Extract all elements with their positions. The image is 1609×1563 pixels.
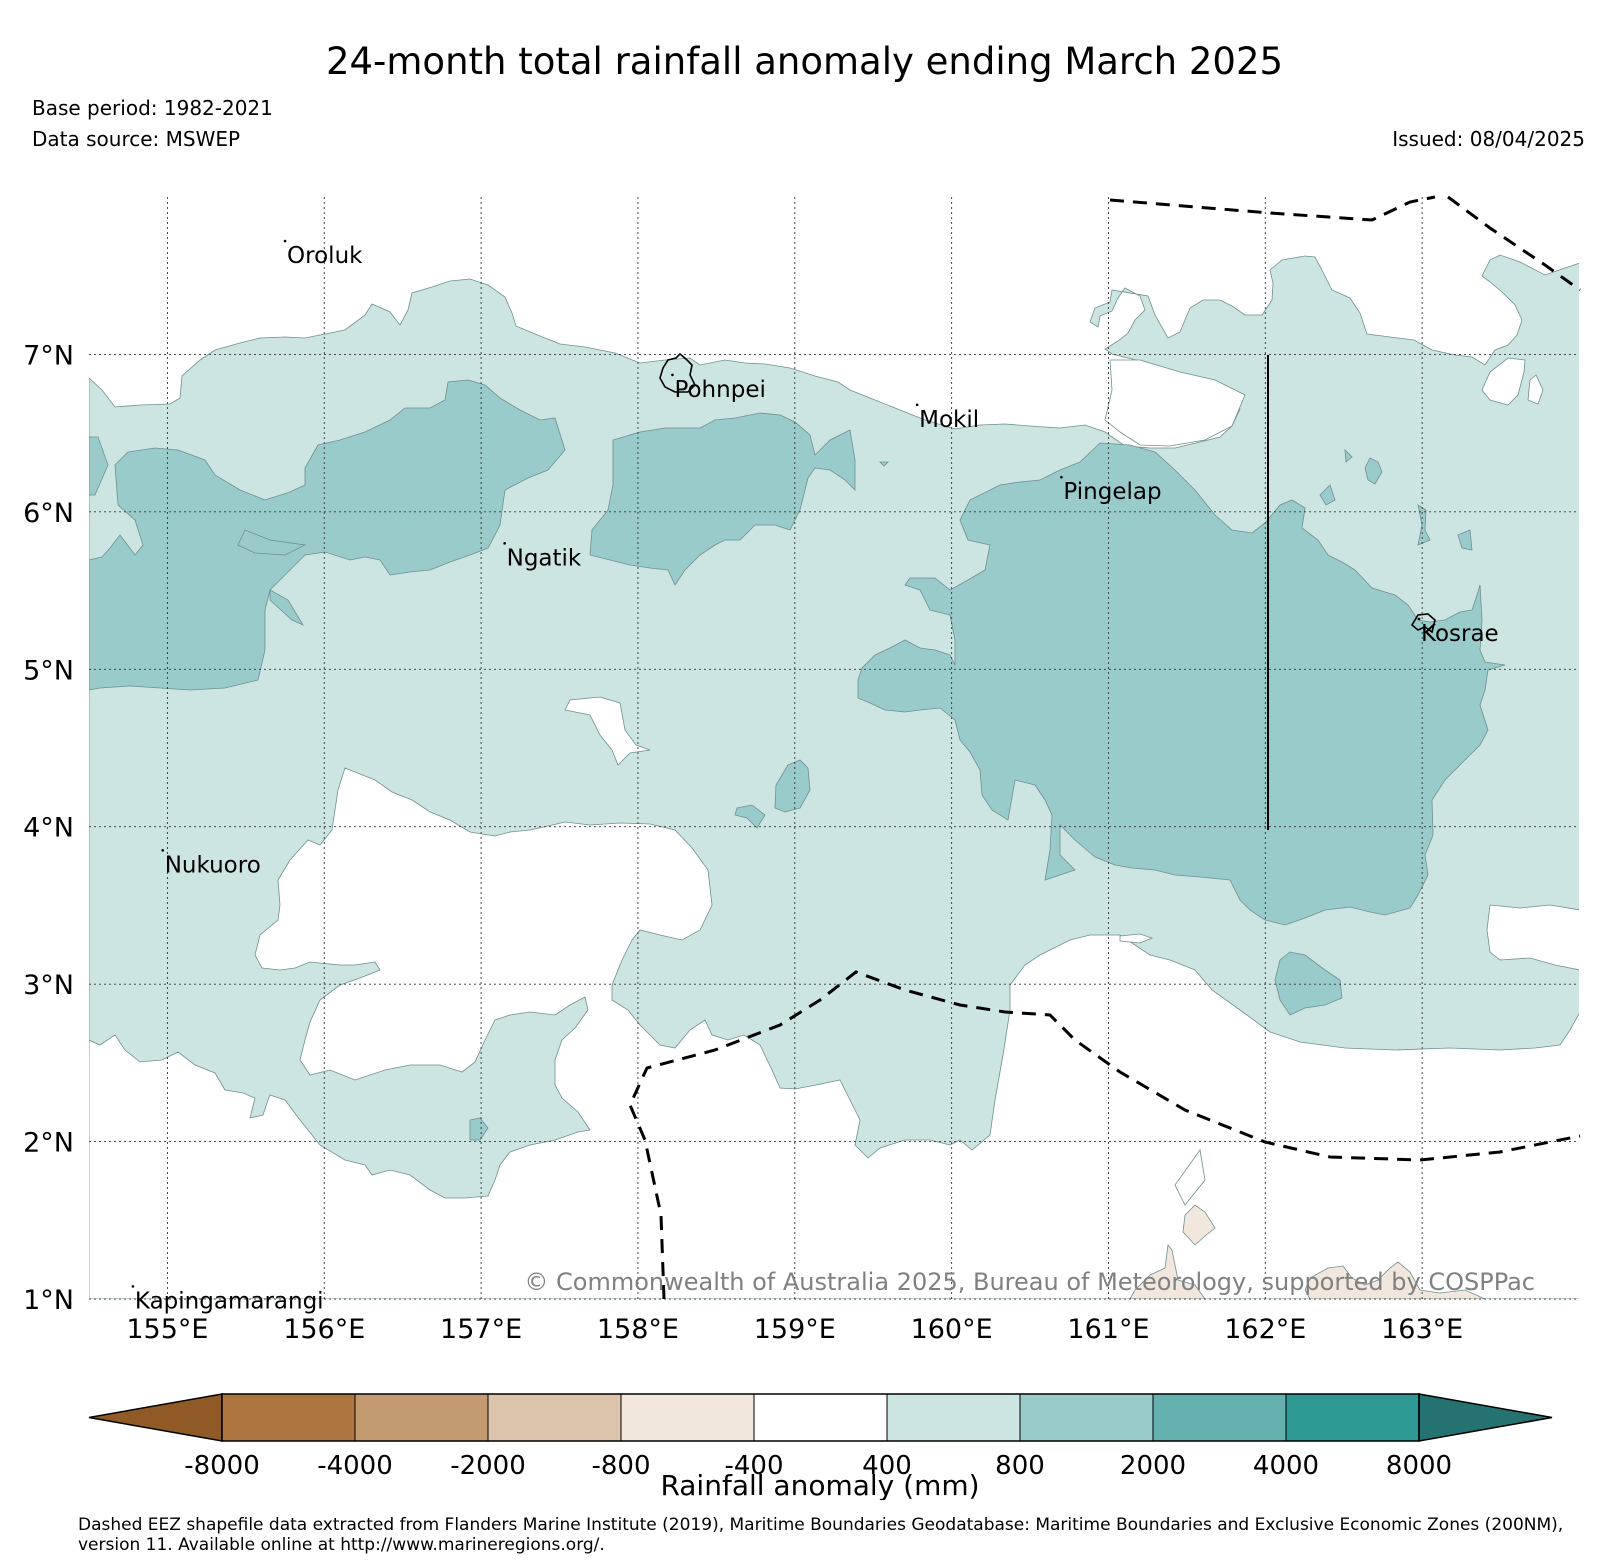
lon-tick-label: 156°E xyxy=(283,1314,365,1345)
place-label: Kosrae xyxy=(1421,621,1499,647)
eez-boundaries xyxy=(628,195,1581,1300)
place-label: Mokil xyxy=(919,407,979,433)
anomaly-region-800-2000 xyxy=(89,379,1506,1141)
eez-boundary-south xyxy=(628,970,1581,1300)
anomaly-region-minus800-minus400 xyxy=(1129,1204,1486,1299)
colorbar-bin xyxy=(221,1393,356,1442)
colorbar-bin xyxy=(1019,1393,1154,1442)
kosrae-island-outline xyxy=(1410,613,1436,634)
lon-tick-label: 155°E xyxy=(126,1314,208,1345)
lon-tick-label: 161°E xyxy=(1067,1314,1149,1345)
lat-tick-label: 7°N xyxy=(23,340,74,371)
footnote-text: Dashed EEZ shapefile data extracted from… xyxy=(78,1515,1564,1555)
place-marker xyxy=(1060,475,1063,479)
eez-boundary-northeast xyxy=(1447,195,1581,292)
colorbar-extend-high xyxy=(1418,1393,1553,1442)
issued-date-text: Issued: 08/04/2025 xyxy=(1392,127,1585,151)
pohnpei-island-outline xyxy=(659,352,696,393)
colorbar: -8000 -4000 -2000 -800 -400 400 800 2000 4000 800… xyxy=(88,1393,1553,1481)
colorbar-bin xyxy=(354,1393,489,1442)
lon-tick-label: 160°E xyxy=(911,1314,993,1345)
place-labels: Oroluk Pohnpei Mokil Pingelap Ngatik Kosrae Nu… xyxy=(131,239,1499,1314)
place-label: Kapingamarangi xyxy=(135,1288,324,1314)
near-normal-regions xyxy=(89,357,1579,1299)
place-marker xyxy=(503,542,506,545)
chart-title: 24-month total rainfall anomaly ending M… xyxy=(325,40,1284,83)
place-marker xyxy=(131,1285,135,1288)
colorbar-bin xyxy=(753,1393,888,1442)
lon-tick-label: 157°E xyxy=(440,1314,522,1345)
graticule xyxy=(89,197,1579,1300)
lat-tick-label: 3°N xyxy=(23,970,74,1001)
place-label: Ngatik xyxy=(507,545,582,571)
lat-tick-label: 5°N xyxy=(23,655,74,686)
colorbar-tick-label: -4000 xyxy=(317,1451,393,1481)
colorbar-tick-label: -400 xyxy=(724,1451,783,1481)
colorbar-bin xyxy=(1152,1393,1287,1442)
lat-tick-label: 6°N xyxy=(23,498,74,529)
colorbar-bin xyxy=(487,1393,622,1442)
place-label: Oroluk xyxy=(287,243,363,269)
lon-tick-label: 163°E xyxy=(1381,1314,1463,1345)
colorbar-tick-label: 800 xyxy=(995,1451,1045,1481)
place-label: Nukuoro xyxy=(165,852,261,878)
longitude-tick-labels: 155°E 156°E 157°E 158°E 159°E 160°E 161°E 162°E… xyxy=(126,1314,1463,1345)
data-source-text: Data source: MSWEP xyxy=(32,127,241,151)
colorbar-tick-label: -2000 xyxy=(450,1451,526,1481)
base-period-text: Base period: 1982-2021 xyxy=(32,96,273,120)
colorbar-title: Rainfall anomaly (mm) xyxy=(660,1469,979,1500)
place-label: Pohnpei xyxy=(674,377,765,403)
place-marker xyxy=(1417,617,1421,621)
place-marker xyxy=(161,849,165,852)
colorbar-bin xyxy=(620,1393,755,1442)
place-label: Pingelap xyxy=(1063,479,1161,505)
colorbar-tick-label: -800 xyxy=(591,1451,650,1481)
colorbar-bin xyxy=(886,1393,1021,1442)
anomaly-fill-layer xyxy=(89,254,1579,1299)
place-marker xyxy=(283,239,287,243)
colorbar-tick-label: -8000 xyxy=(184,1451,260,1481)
lat-tick-label: 2°N xyxy=(23,1128,74,1159)
place-marker xyxy=(671,373,674,377)
rainfall-anomaly-map: Oroluk Pohnpei Mokil Pingelap Ngatik Kosrae Nu… xyxy=(23,195,1581,1500)
latitude-tick-labels: 7°N 6°N 5°N 4°N 3°N 2°N 1°N xyxy=(23,340,74,1316)
lon-tick-label: 158°E xyxy=(597,1314,679,1345)
island-outlines xyxy=(659,352,1436,634)
colorbar-frame xyxy=(221,1393,1420,1442)
lon-tick-label: 159°E xyxy=(754,1314,836,1345)
eez-boundary-north xyxy=(1109,195,1436,222)
copyright-text: © Commonwealth of Australia 2025, Bureau… xyxy=(524,1268,1535,1296)
colorbar-extend-low xyxy=(88,1393,223,1442)
colorbar-tick-label: 400 xyxy=(862,1451,912,1481)
lon-tick-label: 162°E xyxy=(1224,1314,1306,1345)
colorbar-tick-label: 8000 xyxy=(1386,1451,1452,1481)
place-marker xyxy=(915,403,919,407)
lat-tick-label: 1°N xyxy=(23,1285,74,1316)
colorbar-bin xyxy=(1285,1393,1420,1442)
lat-tick-label: 4°N xyxy=(23,813,74,844)
colorbar-tick-label: 4000 xyxy=(1253,1451,1319,1481)
colorbar-tick-label: 2000 xyxy=(1120,1451,1186,1481)
